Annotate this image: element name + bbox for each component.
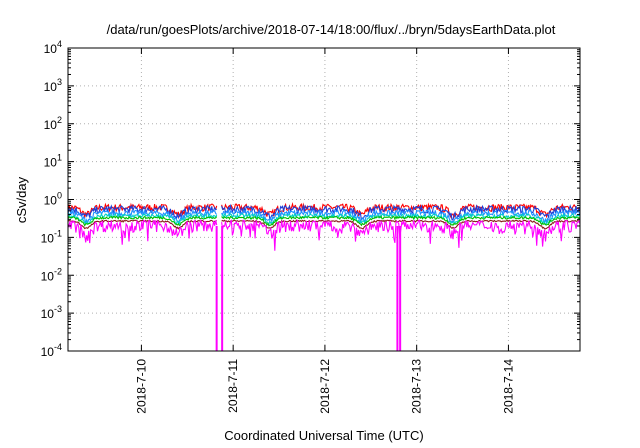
y-tick-label: 102	[44, 115, 62, 132]
x-tick-label: 2018-7-14	[501, 359, 515, 414]
x-tick-label: 2018-7-13	[410, 359, 424, 414]
x-tick-label: 2018-7-11	[226, 359, 240, 413]
series-group	[67, 201, 581, 351]
y-tick-label: 10-2	[41, 266, 62, 283]
y-axis-ticks: 10-4 10-3 10-2 10-1 100 101 102 103 104	[41, 39, 580, 359]
y-axis-label: cSv/day	[14, 176, 29, 223]
x-tick-label: 2018-7-10	[134, 359, 148, 414]
chart-title: /data/run/goesPlots/archive/2018-07-14/1…	[107, 22, 556, 37]
y-tick-label: 104	[44, 39, 62, 56]
y-tick-label: 10-1	[41, 228, 62, 245]
y-tick-label: 100	[44, 191, 62, 208]
y-tick-label: 103	[44, 77, 62, 94]
x-axis-ticks: 2018-7-10 2018-7-11 2018-7-12 2018-7-13 2018…	[134, 48, 515, 414]
series-line	[67, 215, 581, 227]
grid	[68, 48, 580, 351]
x-tick-label: 2018-7-12	[318, 359, 332, 414]
y-tick-label: 101	[44, 153, 62, 170]
y-tick-label: 10-4	[41, 342, 62, 359]
series-line	[67, 203, 581, 222]
x-axis-label: Coordinated Universal Time (UTC)	[224, 428, 423, 443]
y-tick-label: 10-3	[41, 304, 62, 321]
series-line	[67, 218, 581, 251]
